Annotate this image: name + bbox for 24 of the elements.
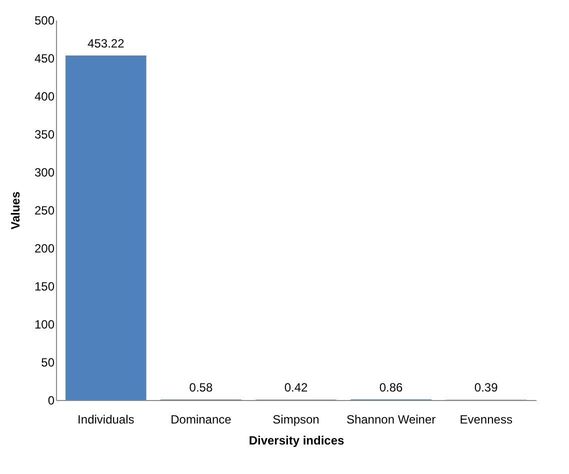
bar [66,56,146,400]
x-tick-label: Simpson [272,412,320,426]
y-tick-label: 500 [34,14,55,28]
y-tick-label: 300 [34,166,55,180]
x-axis-title: Diversity indices [248,434,345,448]
data-label: 0.42 [284,380,308,395]
x-tick-label: Shannon Weiner [346,412,436,426]
y-tick-label: 50 [41,356,55,370]
data-label: 0.86 [379,380,404,394]
data-label: 0.39 [474,380,498,395]
x-tick-label: Dominance [170,412,232,426]
data-label: 0.58 [189,380,213,395]
x-tick-label: Individuals [78,412,134,426]
x-tick-label: Evenness [460,412,512,426]
y-tick-label: 100 [34,318,55,332]
y-tick-label: 150 [34,280,55,294]
y-tick-label: 250 [34,204,55,218]
y-axis-title: Values [8,191,22,230]
y-tick-label: 200 [34,242,55,256]
y-tick-label: 400 [34,90,55,104]
y-tick-label: 350 [34,128,55,142]
y-tick-label: 450 [34,52,55,66]
data-label: 453.22 [88,36,125,51]
y-tick-label: 0 [48,394,55,408]
